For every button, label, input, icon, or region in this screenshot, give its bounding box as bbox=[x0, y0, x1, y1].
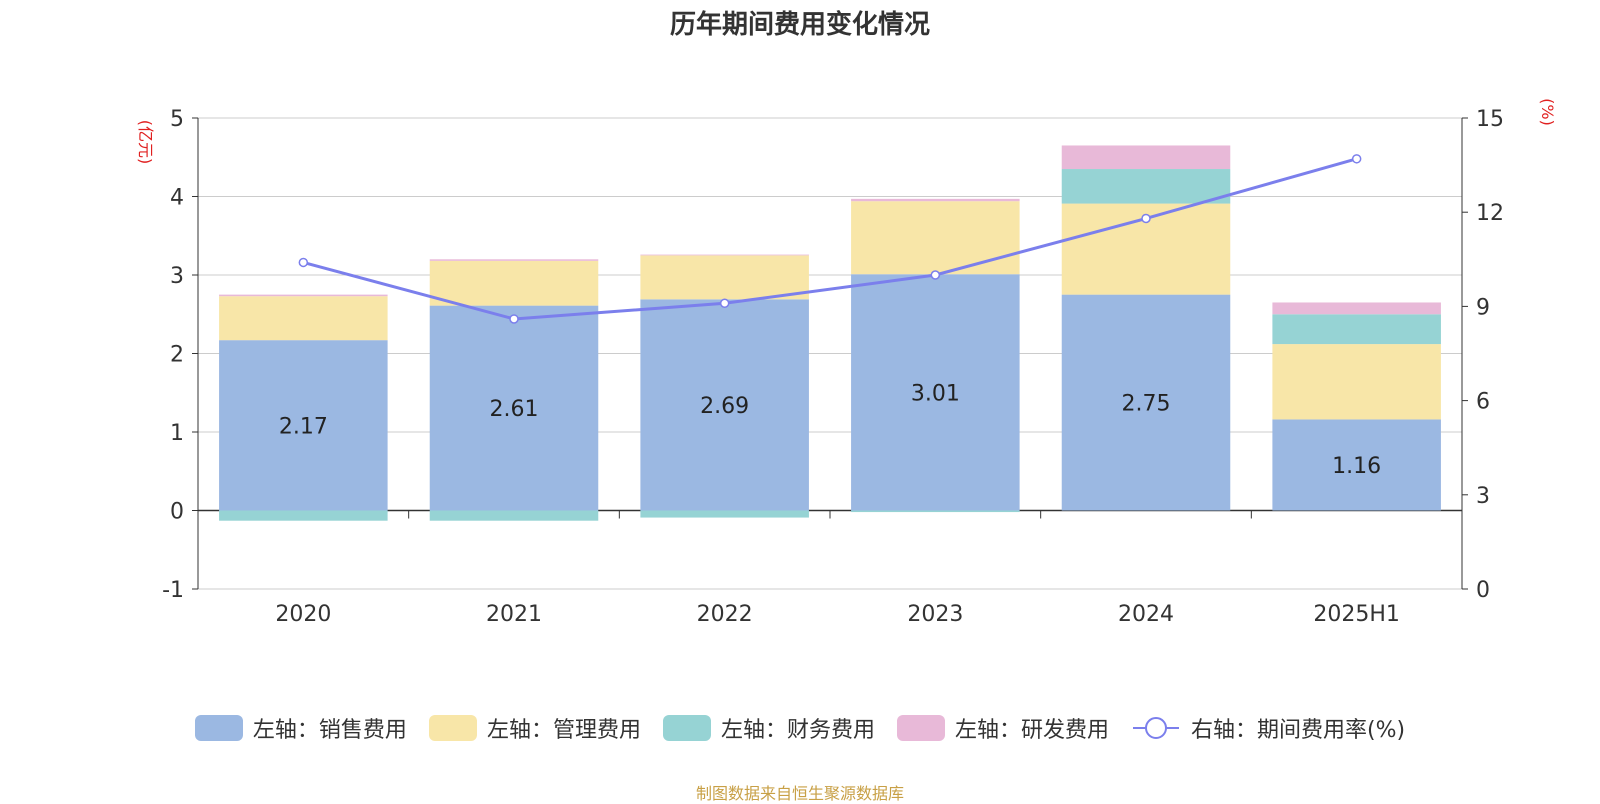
bar-0 bbox=[640, 299, 809, 511]
legend-label-finance: 左轴：财务费用 bbox=[720, 718, 875, 743]
bar-3 bbox=[851, 198, 1020, 202]
right-axis-tick-label: 15 bbox=[1476, 107, 1504, 132]
bar-0 bbox=[219, 340, 388, 511]
bar-1 bbox=[851, 201, 1020, 275]
legend-label-ratio: 右轴：期间费用率(%) bbox=[1190, 718, 1406, 743]
right-axis-tick-label: 3 bbox=[1476, 484, 1490, 509]
bar-data-label: 2.61 bbox=[490, 397, 539, 422]
bar-3 bbox=[640, 254, 809, 256]
legend: 左轴：销售费用 左轴：管理费用 左轴：财务费用 左轴：研发费用 右轴：期间费用率… bbox=[0, 712, 1600, 744]
bar-2 bbox=[429, 510, 599, 521]
source-note: 制图数据来自恒生聚源数据库 bbox=[695, 784, 904, 803]
left-axis-tick-label: 0 bbox=[170, 500, 184, 525]
bar-1 bbox=[640, 255, 809, 300]
bar-0 bbox=[429, 305, 599, 511]
bar-3 bbox=[429, 259, 599, 261]
bar-data-label: 2.69 bbox=[700, 394, 749, 419]
legend-item-finance[interactable]: 左轴：财务费用 bbox=[662, 712, 875, 744]
bar-data-label: 1.16 bbox=[1332, 454, 1381, 479]
category-label: 2023 bbox=[907, 602, 963, 627]
bar-2 bbox=[1272, 314, 1441, 345]
category-label: 2020 bbox=[275, 602, 331, 627]
bar-data-label: 3.01 bbox=[911, 381, 960, 406]
ratio-point bbox=[719, 298, 730, 309]
legend-swatch-admin bbox=[428, 715, 477, 741]
ratio-point bbox=[1141, 213, 1151, 224]
bar-2 bbox=[219, 510, 388, 521]
bar-2 bbox=[1061, 169, 1231, 204]
right-axis-tick-label: 9 bbox=[1476, 295, 1490, 320]
legend-item-admin[interactable]: 左轴：管理费用 bbox=[428, 712, 641, 744]
bar-1 bbox=[429, 260, 599, 306]
bar-3 bbox=[219, 294, 388, 297]
legend-swatch-rnd bbox=[896, 715, 945, 741]
right-axis-tick-label: 6 bbox=[1476, 390, 1490, 415]
left-axis-tick-label: 2 bbox=[170, 343, 184, 368]
right-axis-tick-label: 12 bbox=[1476, 201, 1504, 226]
category-label: 2025H1 bbox=[1313, 602, 1400, 627]
left-axis-tick-label: 5 bbox=[170, 107, 184, 132]
right-axis-unit-label: (%) bbox=[1538, 98, 1557, 126]
bar-2 bbox=[640, 510, 809, 518]
bar-3 bbox=[1272, 302, 1441, 315]
bar-0 bbox=[851, 274, 1020, 511]
legend-swatch-sales bbox=[194, 715, 243, 741]
legend-label-rnd: 左轴：研发费用 bbox=[954, 718, 1109, 743]
category-label: 2022 bbox=[697, 602, 753, 627]
legend-item-sales[interactable]: 左轴：销售费用 bbox=[194, 712, 407, 744]
legend-swatch-finance bbox=[662, 715, 711, 741]
bar-2 bbox=[851, 510, 1020, 513]
bar-0 bbox=[1272, 419, 1441, 511]
left-axis-tick-label: -1 bbox=[162, 578, 184, 603]
category-label: 2021 bbox=[486, 602, 542, 627]
bar-1 bbox=[219, 296, 388, 341]
bar-3 bbox=[1061, 145, 1231, 170]
ratio-point bbox=[509, 314, 519, 324]
legend-label-admin: 左轴：管理费用 bbox=[486, 718, 641, 743]
left-axis-tick-label: 4 bbox=[170, 186, 184, 211]
chart-title: 历年期间费用变化情况 bbox=[669, 10, 930, 40]
left-axis-unit-label: (亿元) bbox=[136, 120, 155, 165]
right-axis-tick-label: 0 bbox=[1476, 578, 1490, 603]
bar-1 bbox=[1272, 344, 1441, 420]
ratio-point bbox=[298, 257, 309, 268]
legend-item-rnd[interactable]: 左轴：研发费用 bbox=[896, 712, 1109, 744]
ratio-point bbox=[930, 270, 941, 280]
category-label: 2024 bbox=[1118, 602, 1174, 627]
ratio-point bbox=[1351, 154, 1362, 164]
bar-data-label: 2.17 bbox=[279, 414, 328, 439]
ratio-line bbox=[302, 157, 1358, 321]
left-axis-tick-label: 1 bbox=[170, 421, 184, 446]
legend-label-sales: 左轴：销售费用 bbox=[252, 718, 407, 743]
left-axis-tick-label: 3 bbox=[170, 264, 184, 289]
bar-0 bbox=[1061, 294, 1231, 511]
legend-item-ratio[interactable]: 右轴：期间费用率(%) bbox=[1131, 712, 1405, 744]
line-marker-icon bbox=[1132, 717, 1179, 739]
bar-data-label: 2.75 bbox=[1122, 392, 1171, 417]
